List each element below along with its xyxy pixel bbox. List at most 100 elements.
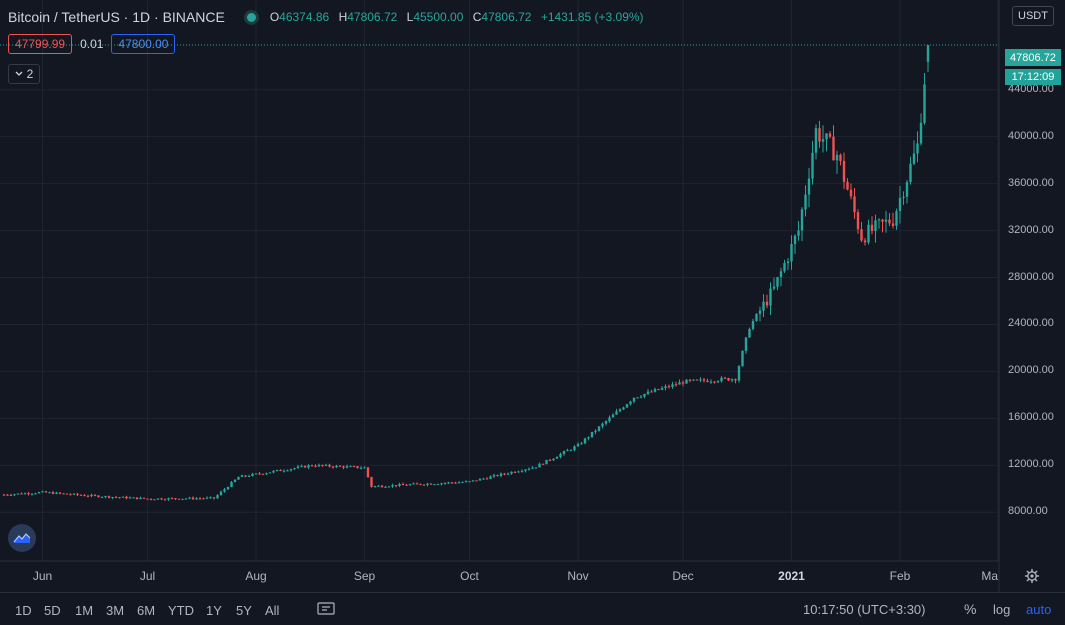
candle-body [604,421,608,424]
range-button-6m[interactable]: 6M [137,603,156,618]
compare-icon[interactable] [317,601,335,615]
timezone-clock[interactable]: 10:17:50 (UTC+3:30) [803,602,926,617]
candle [506,472,510,475]
candle [653,387,657,393]
candle [874,214,877,243]
settings-gear-icon[interactable] [1024,568,1040,584]
candle [751,318,755,331]
candle [548,458,552,462]
range-button-3m[interactable]: 3M [106,603,125,618]
candle-body [818,128,821,142]
log-scale-toggle[interactable]: log [993,602,1011,617]
candle [377,485,380,487]
candle-body [562,451,566,454]
candle [307,464,310,470]
candle [55,491,58,495]
candle-body [377,485,380,487]
candle [898,186,902,224]
candle-body [468,481,471,483]
candle [237,476,240,480]
time-axis-label: Ma [981,569,998,583]
candle-body [132,497,135,499]
candle [177,498,181,500]
candle-body [44,491,48,493]
candle-body [713,381,716,383]
candle-body [216,495,219,499]
indicators-toggle-button[interactable]: 2 [8,64,40,84]
candle-body [737,366,741,381]
candle-body [716,381,720,383]
candle-body [587,437,590,439]
candle [34,492,37,495]
candle [405,483,408,486]
candle [41,490,44,493]
candle-body [125,496,128,499]
high-value: 47806.72 [347,10,398,24]
candle [321,464,324,467]
candle [86,494,90,498]
candle [594,429,597,435]
currency-button[interactable]: USDT [1012,6,1054,26]
auto-scale-toggle[interactable]: auto [1026,602,1052,617]
candlestick-chart[interactable] [0,0,1065,592]
candle [153,499,156,501]
symbol-title[interactable]: Bitcoin / TetherUS · 1D · BINANCE [8,9,225,25]
candle-body [48,492,51,494]
candle [923,72,926,125]
price-axis-label: 32000.00 [1008,223,1054,236]
percent-scale-toggle[interactable]: % [964,601,977,617]
range-button-5y[interactable]: 5Y [236,603,252,618]
candle [373,485,377,488]
candle-body [891,223,895,226]
candle [426,482,429,487]
candle-body [202,498,205,500]
range-button-ytd[interactable]: YTD [168,603,194,618]
candle-body [6,494,9,496]
candle-body [163,499,167,501]
candle [356,466,359,469]
range-button-all[interactable]: All [265,603,280,618]
candle [730,378,734,383]
candle-body [90,494,93,497]
candle [244,475,247,478]
range-button-1y[interactable]: 1Y [206,603,222,618]
candle [27,491,30,496]
candle-body [639,396,643,398]
candle [23,492,27,495]
candle-body [751,321,755,329]
candle [219,490,223,496]
candle [342,465,345,470]
candle [583,437,587,445]
candle-body [191,497,195,500]
sell-button[interactable]: 47799.99 [8,34,73,54]
candle-body [926,45,930,62]
range-button-5d[interactable]: 5D [44,603,61,618]
candle-body [230,481,233,488]
candle-body [16,493,20,495]
candle-body [765,301,769,306]
candle [230,480,233,488]
candle-body [440,483,443,485]
range-button-1d[interactable]: 1D [15,603,32,618]
candle [573,445,576,452]
candle [338,465,342,467]
candle-body [261,473,265,475]
candle [527,467,531,471]
candle [118,497,121,499]
candle-body [653,389,657,392]
candle [359,466,363,470]
brand-logo-icon[interactable] [8,524,36,552]
candle-body [629,401,632,405]
candle [450,481,454,484]
candle [387,486,391,488]
candle [335,464,338,469]
candle [919,113,923,146]
range-button-1m[interactable]: 1M [75,603,94,618]
buy-button[interactable]: 47800.00 [111,34,176,54]
candle-body [324,464,328,466]
candle [363,466,366,469]
candle [310,464,314,467]
candle [261,473,265,475]
indicators-count: 2 [26,67,34,81]
low-label: L [406,10,414,24]
